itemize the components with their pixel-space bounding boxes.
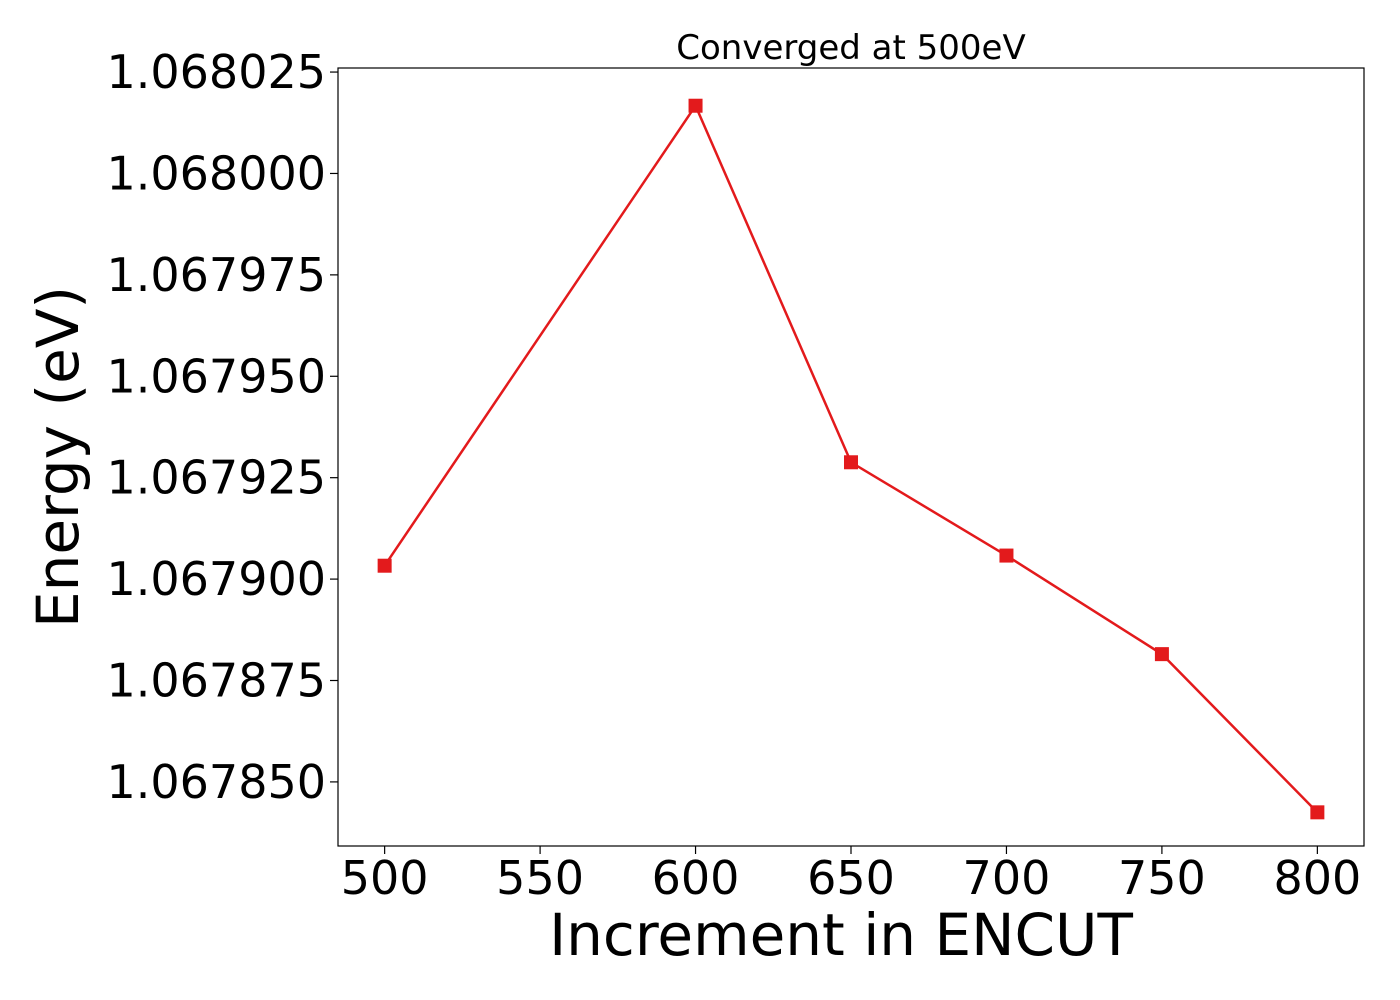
data-point-marker	[999, 548, 1014, 563]
data-point-marker	[1154, 647, 1169, 662]
data-point-marker	[377, 558, 392, 573]
y-tick-label: 1.067875	[107, 654, 327, 708]
x-tick-label: 500	[341, 851, 429, 905]
data-point-marker	[688, 98, 703, 113]
y-tick-label: 1.067850	[107, 755, 327, 809]
y-tick-label: 1.067975	[107, 248, 327, 302]
y-tick-label: 1.067950	[107, 349, 327, 403]
y-axis-label: Energy (eV)	[24, 286, 92, 628]
x-tick-label: 600	[652, 851, 740, 905]
y-axis: 1.067850 1.067875 1.067900 1.067925 1.067950…	[107, 45, 338, 809]
x-axis-label: Increment in ENCUT	[549, 901, 1133, 969]
y-tick-label: 1.067925	[107, 451, 327, 505]
chart-title: Converged at 500eV	[676, 28, 1025, 68]
y-tick-label: 1.067900	[107, 552, 327, 606]
series-markers	[377, 98, 1325, 820]
x-tick-label: 650	[807, 851, 895, 905]
x-tick-label: 750	[1118, 851, 1206, 905]
data-point-marker	[1310, 805, 1325, 820]
x-tick-label: 700	[963, 851, 1051, 905]
y-tick-label: 1.068025	[107, 45, 327, 99]
series-line	[383, 103, 1319, 814]
x-axis: 500 550 600 650 700 750 800	[341, 846, 1361, 905]
x-tick-label: 550	[496, 851, 584, 905]
x-tick-label: 800	[1273, 851, 1361, 905]
data-point-marker	[844, 455, 858, 470]
y-tick-label: 1.068000	[107, 146, 327, 200]
